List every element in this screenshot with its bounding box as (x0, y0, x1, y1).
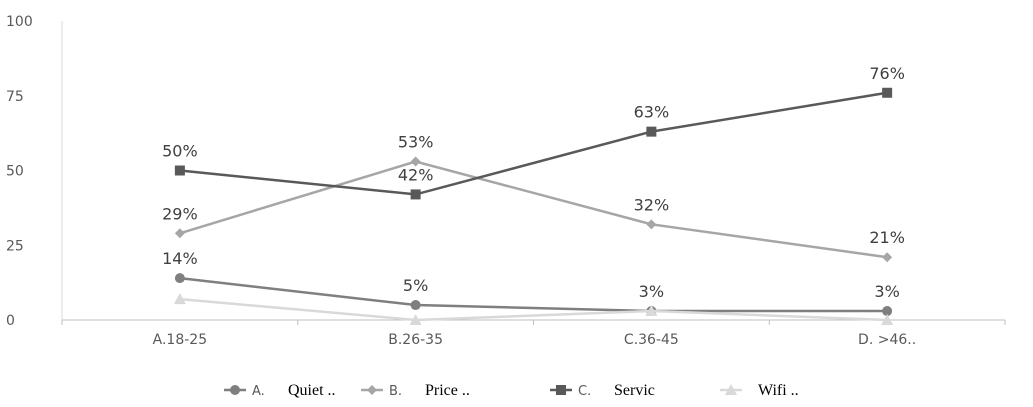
data-label: 63% (634, 103, 670, 122)
data-label: 3% (874, 282, 899, 301)
legend: A. Quiet .. B. Price .. C. Servic Wifi .. (224, 382, 799, 399)
legend-label: C. (578, 384, 591, 399)
x-tick-label: A.18-25 (153, 332, 207, 348)
legend-marker (725, 384, 737, 395)
data-label: 42% (398, 165, 434, 184)
data-label: 50% (162, 142, 198, 161)
data-point (409, 314, 422, 325)
data-label: 76% (869, 64, 905, 83)
data-label: 14% (162, 249, 198, 268)
data-point (646, 126, 657, 137)
data-labels: 14% 5% 3% 3% 29% 53% 32% 21% 50% 42% 63% 76% (162, 64, 905, 301)
data-point (174, 273, 185, 284)
data-label: 5% (403, 276, 428, 295)
y-tick-label: 25 (6, 238, 24, 254)
y-tick-label: 75 (6, 89, 24, 105)
data-label: 21% (869, 228, 905, 247)
series-line (179, 297, 888, 322)
data-label: 32% (634, 195, 670, 214)
data-point (410, 300, 421, 311)
legend-marker (556, 385, 566, 395)
x-tick-label: C.36-45 (624, 332, 679, 348)
data-point (646, 219, 657, 230)
data-point (410, 156, 421, 167)
data-label: 3% (639, 282, 664, 301)
data-point (881, 314, 894, 325)
data-point (174, 165, 185, 176)
data-label: 53% (398, 133, 434, 152)
y-tick-label: 0 (6, 313, 15, 329)
y-tick-label: 100 (6, 14, 33, 30)
data-point (410, 189, 421, 200)
data-point (882, 252, 893, 263)
data-point (645, 305, 658, 317)
legend-label: Quiet .. (288, 382, 336, 399)
data-label: 29% (162, 204, 198, 223)
legend-label: Servic (614, 382, 655, 399)
x-tick-label: B.26-35 (388, 332, 443, 348)
series-line (179, 91, 888, 196)
legend-label: Price .. (425, 382, 470, 399)
legend-marker (367, 385, 377, 395)
legend-label: A. (252, 384, 265, 399)
y-tick-label: 50 (6, 164, 24, 180)
axes: 0 25 50 75 100 A.18-25 B.26-35 C.36-45 D. >46.. (6, 14, 1006, 348)
series-group (173, 87, 894, 325)
legend-label: B. (389, 384, 402, 399)
data-point (882, 87, 893, 98)
series-line (179, 276, 888, 313)
data-point (173, 293, 186, 305)
data-point (882, 306, 893, 317)
data-point (174, 228, 185, 239)
series-line (179, 160, 888, 259)
legend-marker (230, 385, 240, 395)
legend-label: Wifi .. (758, 382, 799, 399)
x-tick-label: D. >46.. (858, 332, 916, 348)
